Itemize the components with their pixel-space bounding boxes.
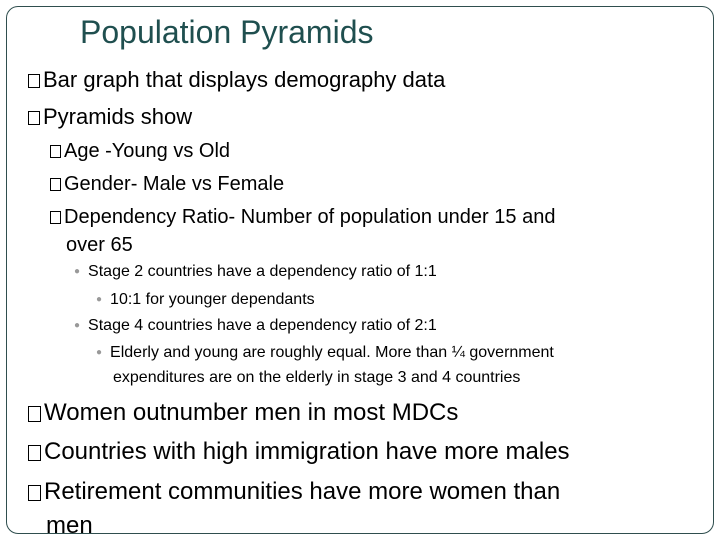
- sub-bullet-item: ● Stage 2 countries have a dependency rat…: [74, 264, 437, 280]
- bullet-text: Stage 2 countries have a dependency rati…: [88, 263, 437, 280]
- bullet-dot-icon: ●: [96, 294, 103, 305]
- bullet-text: Retirement communities have more women t…: [44, 478, 561, 505]
- sub-bullet-item: ● 10:1 for younger dependants: [96, 292, 315, 308]
- bullet-text: Pyramids show: [43, 104, 193, 129]
- sub-bullet-item: ● Stage 4 countries have a dependency rat…: [74, 318, 437, 334]
- bullet-dot-icon: ●: [74, 266, 81, 277]
- missing-glyph-icon: [50, 145, 61, 158]
- missing-glyph-icon: [28, 406, 41, 422]
- bullet-text: Countries with high immigration have mor…: [44, 438, 570, 465]
- bullet-text: Dependency Ratio- Number of population u…: [64, 206, 556, 228]
- bullet-text: Bar graph that displays demography data: [43, 67, 446, 92]
- bullet-item: Women outnumber men in most MDCs: [28, 401, 458, 425]
- sub-bullet-item: ● Elderly and young are roughly equal. Mo…: [96, 345, 554, 361]
- bullet-continuation: men: [46, 512, 93, 539]
- bullet-item: Retirement communities have more women t…: [28, 480, 560, 504]
- slide-title: Population Pyramids: [80, 14, 374, 50]
- missing-glyph-icon: [28, 485, 41, 501]
- bullet-item: Countries with high immigration have mor…: [28, 440, 570, 464]
- bullet-text: Gender- Male vs Female: [64, 173, 285, 195]
- bullet-text: Elderly and young are roughly equal. Mor…: [110, 344, 554, 361]
- bullet-item: Pyramids show: [28, 106, 192, 128]
- bullet-dot-icon: ●: [74, 320, 81, 331]
- bullet-item: Bar graph that displays demography data: [28, 69, 445, 91]
- bullet-dot-icon: ●: [96, 347, 103, 358]
- bullet-continuation: over 65: [66, 234, 133, 256]
- missing-glyph-icon: [28, 111, 40, 125]
- bullet-item: Age -Young vs Old: [50, 141, 230, 161]
- missing-glyph-icon: [28, 445, 41, 461]
- bullet-text: Age -Young vs Old: [64, 140, 231, 162]
- bullet-text: 10:1 for younger dependants: [110, 291, 315, 308]
- slide-frame: [6, 6, 714, 534]
- bullet-item: Gender- Male vs Female: [50, 174, 284, 194]
- bullet-item: Dependency Ratio- Number of population u…: [50, 207, 555, 227]
- missing-glyph-icon: [50, 211, 61, 224]
- missing-glyph-icon: [28, 74, 40, 88]
- bullet-continuation: expenditures are on the elderly in stage…: [113, 369, 521, 386]
- missing-glyph-icon: [50, 178, 61, 191]
- bullet-text: Women outnumber men in most MDCs: [44, 399, 459, 426]
- bullet-text: Stage 4 countries have a dependency rati…: [88, 317, 437, 334]
